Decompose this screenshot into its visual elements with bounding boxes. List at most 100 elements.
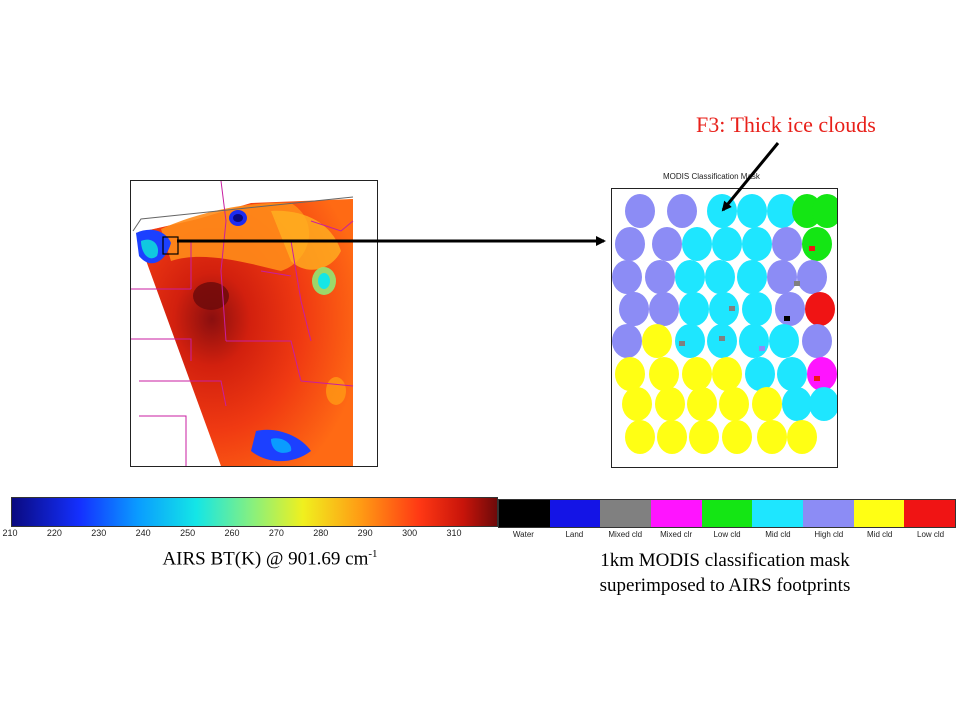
class-label: Low cld — [713, 530, 741, 539]
footprint — [709, 292, 739, 326]
right-caption: 1km MODIS classification mask superimpos… — [545, 548, 905, 598]
footprint — [742, 227, 772, 261]
footprint — [675, 324, 705, 358]
airs-bt-map-image — [131, 181, 376, 466]
footprint — [812, 194, 837, 228]
class-label: Mid cld — [867, 530, 893, 539]
right-caption-line-2: superimposed to AIRS footprints — [599, 575, 851, 596]
class-swatch — [499, 500, 550, 527]
footprint — [757, 420, 787, 454]
footprint — [652, 227, 682, 261]
footprint — [722, 420, 752, 454]
modis-mask-panel — [611, 188, 838, 468]
footprint — [622, 387, 652, 421]
footprint — [619, 292, 649, 326]
bt-tick-label: 310 — [446, 528, 462, 538]
class-swatch — [549, 500, 601, 527]
bt-tick-label: 210 — [2, 528, 18, 538]
bt-tick-label: 260 — [224, 528, 240, 538]
right-caption-line-1: 1km MODIS classification mask — [600, 550, 850, 571]
footprint — [719, 387, 749, 421]
footprint — [805, 292, 835, 326]
footprint — [787, 420, 817, 454]
mask-speck — [794, 281, 800, 286]
footprint — [745, 357, 775, 391]
footprint — [797, 260, 827, 294]
mask-speck — [719, 336, 725, 341]
footprint — [775, 292, 805, 326]
footprint — [739, 324, 769, 358]
class-label: Low cld — [917, 530, 945, 539]
footprint — [625, 420, 655, 454]
footprint — [682, 357, 712, 391]
footprint — [769, 324, 799, 358]
footprint — [615, 357, 645, 391]
footprint — [675, 260, 705, 294]
bt-tick-label: 280 — [313, 528, 329, 538]
footprint — [737, 260, 767, 294]
footprint — [782, 387, 812, 421]
footprint — [752, 387, 782, 421]
selection-box — [162, 236, 179, 255]
mask-speck — [679, 341, 685, 346]
footprint — [802, 324, 832, 358]
footprint — [772, 227, 802, 261]
bt-tick-label: 270 — [268, 528, 284, 538]
bt-tick-label: 290 — [357, 528, 373, 538]
footprint — [742, 292, 772, 326]
footprint — [682, 227, 712, 261]
mask-speck — [784, 316, 790, 321]
class-swatch — [752, 500, 804, 527]
footprint — [625, 194, 655, 228]
footprint — [712, 357, 742, 391]
footprint — [737, 194, 767, 228]
left-caption-text: AIRS BT(K) @ 901.69 cm — [162, 548, 369, 570]
class-label: Mixed cld — [608, 530, 643, 539]
mask-speck — [759, 346, 765, 351]
class-label: Land — [565, 530, 584, 539]
footprint — [679, 292, 709, 326]
footprint — [687, 387, 717, 421]
footprint — [649, 292, 679, 326]
footprint — [615, 227, 645, 261]
mask-speck — [809, 246, 815, 251]
footprint — [689, 420, 719, 454]
class-legend-labels: Water Land Mixed cld Mixed clr Low cld Mid cl… — [498, 530, 956, 544]
footprint — [612, 324, 642, 358]
class-label: Mixed clr — [660, 530, 693, 539]
bt-tick-label: 240 — [135, 528, 151, 538]
bt-tick-label: 250 — [180, 528, 196, 538]
class-label: High cld — [814, 530, 844, 539]
bt-colorbar-ticks: 210 220 230 240 250 260 270 280 290 300 310 — [0, 528, 500, 542]
mask-speck — [729, 306, 735, 311]
footprint — [667, 194, 697, 228]
left-caption-superscript: -1 — [368, 548, 378, 560]
bt-colorbar — [11, 497, 498, 527]
footprint — [767, 260, 797, 294]
class-label: Water — [512, 530, 534, 539]
class-swatch — [904, 500, 956, 527]
bt-tick-label: 230 — [91, 528, 107, 538]
footprint — [777, 357, 807, 391]
class-swatch — [651, 500, 702, 527]
class-swatch — [803, 500, 854, 527]
class-swatch — [701, 500, 753, 527]
footprint — [645, 260, 675, 294]
bt-tick-label: 220 — [46, 528, 62, 538]
bt-tick-label: 300 — [402, 528, 418, 538]
footprint — [807, 357, 837, 391]
footprint — [707, 194, 737, 228]
footprint — [642, 324, 672, 358]
footprint — [612, 260, 642, 294]
mask-speck — [814, 376, 820, 381]
class-swatch — [853, 500, 905, 527]
class-swatch — [600, 500, 652, 527]
mask-title: MODIS Classification Mask — [663, 172, 760, 181]
class-legend-bar — [498, 499, 956, 528]
left-caption: AIRS BT(K) @ 901.69 cm-1 — [100, 548, 440, 570]
footprint — [802, 227, 832, 261]
class-label: Mid cld — [765, 530, 791, 539]
airs-bt-map — [130, 180, 378, 467]
modis-mask-image — [612, 194, 837, 454]
footprint — [649, 357, 679, 391]
